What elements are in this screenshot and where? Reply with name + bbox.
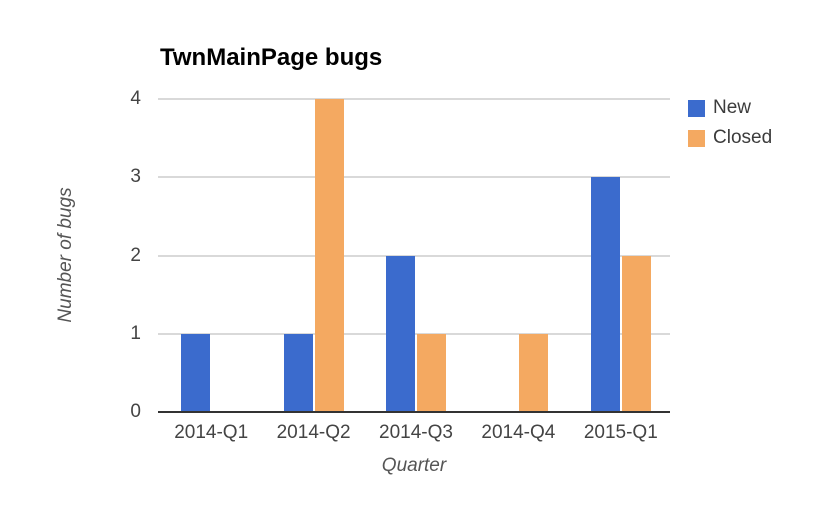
legend: New Closed [688,97,772,149]
legend-swatch-closed [688,129,705,147]
legend-swatch-new [688,99,705,117]
bar-new-2014-Q2[interactable] [283,333,313,412]
bar-closed-2015-Q1[interactable] [621,255,651,412]
gridline-y-3 [158,176,670,179]
plot-area [158,98,670,413]
bar-new-2014-Q1[interactable] [181,333,211,412]
legend-item-closed[interactable]: Closed [688,127,772,149]
y-tick-label-3: 3 [130,166,141,188]
y-tick-label-1: 1 [130,322,141,344]
legend-label-closed: Closed [713,127,773,148]
x-tick-label-2015-Q1: 2015-Q1 [583,422,658,443]
x-axis-line [158,411,670,413]
y-tick-label-2: 2 [130,244,141,266]
bar-closed-2014-Q3[interactable] [417,333,446,412]
bar-closed-2014-Q4[interactable] [519,333,549,412]
bar-new-2014-Q3[interactable] [386,255,415,412]
x-tick-label-2014-Q1: 2014-Q1 [174,422,249,443]
gridline-y-4 [158,98,670,100]
bar-new-2015-Q1[interactable] [590,177,620,412]
y-tick-label-0: 0 [130,401,141,422]
x-tick-label-2014-Q3: 2014-Q3 [379,422,453,443]
y-tick-label-4: 4 [130,88,141,109]
x-tick-label-2014-Q4: 2014-Q4 [481,422,556,443]
legend-item-new[interactable]: New [688,97,772,119]
bar-closed-2014-Q2[interactable] [314,99,344,412]
x-tick-label-2014-Q2: 2014-Q2 [276,422,351,443]
x-axis-title: Quarter [381,455,447,476]
legend-label-new: New [713,97,752,118]
y-axis-title: Number of bugs [55,187,76,323]
chart-title: TwnMainPage bugs [160,44,383,71]
